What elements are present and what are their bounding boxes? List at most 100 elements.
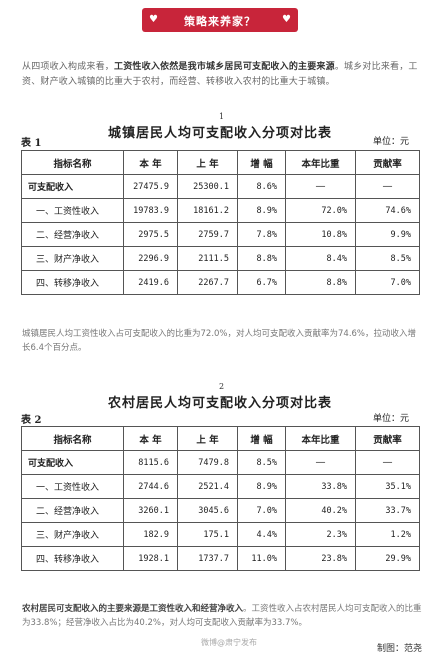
cell-contribution: 74.6% (355, 198, 420, 223)
cell-share: 33.8% (285, 474, 356, 499)
table-header-row: 指标名称 本 年 上 年 增 幅 本年比重 贡献率 (21, 150, 420, 175)
cell-share: 8.8% (285, 270, 356, 295)
intro-highlight: 工资性收入依然是我市城乡居民可支配收入的主要来源 (114, 62, 335, 72)
cell-growth: 8.9% (237, 474, 286, 499)
cell-contribution: 8.5% (355, 246, 420, 271)
cell-share: 23.8% (285, 546, 356, 571)
income-table-urban: 指标名称 本 年 上 年 增 幅 本年比重 贡献率 可支配收入 27475.9 … (21, 150, 420, 295)
cell-share: 72.0% (285, 198, 356, 223)
cell-growth: 8.8% (237, 246, 286, 271)
column-header: 本年比重 (285, 426, 356, 451)
chart-credit: 制图：范尧 (376, 644, 422, 654)
cell-contribution: 33.7% (355, 498, 420, 523)
cell-current: 3260.1 (123, 498, 178, 523)
column-header: 指标名称 (21, 150, 124, 175)
table-row: 二、经营净收入 2975.5 2759.7 7.8% 10.8% 9.9% (21, 222, 420, 247)
table-label: 表 1 (21, 138, 42, 149)
intro-text: 从四项收入构成来看， (22, 62, 115, 72)
intro-paragraph: 从四项收入构成来看，工资性收入依然是我市城乡居民可支配收入的主要来源。城乡对比来… (22, 60, 422, 90)
column-header: 增 幅 (237, 150, 286, 175)
heart-icon: ♥ (282, 14, 291, 25)
cell-contribution: 7.0% (355, 270, 420, 295)
table-unit: 单位：元 (372, 414, 409, 424)
cell-contribution: 35.1% (355, 474, 420, 499)
row-name: 二、经营净收入 (21, 498, 124, 523)
table-number: 2 (219, 382, 225, 391)
table-2-block: 2 农村居民人均可支配收入分项对比表 表 2 单位：元 指标名称 本 年 上 年… (21, 382, 420, 592)
cell-growth: 4.4% (237, 522, 286, 547)
cell-growth: 11.0% (237, 546, 286, 571)
column-header: 本年比重 (285, 150, 356, 175)
table-row: 可支配收入 8115.6 7479.8 8.5% — — (21, 450, 420, 475)
cell-growth: 8.6% (237, 174, 286, 199)
cell-previous: 7479.8 (177, 450, 238, 475)
cell-growth: 8.5% (237, 450, 286, 475)
table-title: 农村居民人均可支配收入分项对比表 (107, 396, 332, 411)
row-name: 四、转移净收入 (21, 270, 124, 295)
cell-previous: 2111.5 (177, 246, 238, 271)
heart-icon: ♥ (149, 14, 158, 25)
table-row: 二、经营净收入 3260.1 3045.6 7.0% 40.2% 33.7% (21, 498, 420, 523)
table-row: 四、转移净收入 2419.6 2267.7 6.7% 8.8% 7.0% (21, 270, 420, 295)
column-header: 贡献率 (355, 426, 420, 451)
column-header: 上 年 (177, 150, 238, 175)
row-name: 四、转移净收入 (21, 546, 124, 571)
table-2-note: 农村居民可支配收入的主要来源是工资性收入和经营净收入。工资性收入占农村居民人均可… (22, 602, 422, 630)
column-header: 指标名称 (21, 426, 124, 451)
table-row: 可支配收入 27475.9 25300.1 8.6% — — (21, 174, 420, 199)
cell-previous: 175.1 (177, 522, 238, 547)
table-header-row: 指标名称 本 年 上 年 增 幅 本年比重 贡献率 (21, 426, 420, 451)
row-name: 可支配收入 (21, 174, 124, 199)
banner-title: 策略来养家？ (184, 15, 256, 28)
row-name: 可支配收入 (21, 450, 124, 475)
row-name: 一、工资性收入 (21, 198, 124, 223)
table-title: 城镇居民人均可支配收入分项对比表 (107, 126, 332, 141)
cell-growth: 7.0% (237, 498, 286, 523)
cell-share: — (285, 450, 356, 475)
cell-contribution: — (355, 174, 420, 199)
cell-current: 1928.1 (123, 546, 178, 571)
cell-previous: 18161.2 (177, 198, 238, 223)
column-header: 本 年 (123, 150, 178, 175)
column-header: 本 年 (123, 426, 178, 451)
table-1-note: 城镇居民人均工资性收入占可支配收入的比重为72.0%，对人均可支配收入贡献率为7… (22, 329, 417, 353)
cell-contribution: — (355, 450, 420, 475)
table-number: 1 (219, 112, 225, 121)
cell-contribution: 1.2% (355, 522, 420, 547)
cell-current: 2419.6 (123, 270, 178, 295)
cell-previous: 2267.7 (177, 270, 238, 295)
cell-share: 8.4% (285, 246, 356, 271)
cell-current: 2975.5 (123, 222, 178, 247)
row-name: 三、财产净收入 (21, 522, 124, 547)
cell-current: 19783.9 (123, 198, 178, 223)
cell-share: 2.3% (285, 522, 356, 547)
intro-text: 。城乡对比来看，工资、财产收入城镇的比重大于农村，而经营、转移收入农村的比重大于… (22, 62, 418, 87)
cell-share: 40.2% (285, 498, 356, 523)
table-row: 四、转移净收入 1928.1 1737.7 11.0% 23.8% 29.9% (21, 546, 420, 571)
cell-current: 2296.9 (123, 246, 178, 271)
cell-growth: 7.8% (237, 222, 286, 247)
table-label: 表 2 (21, 415, 42, 426)
cell-growth: 8.9% (237, 198, 286, 223)
table-row: 一、工资性收入 19783.9 18161.2 8.9% 72.0% 74.6% (21, 198, 420, 223)
table-unit: 单位：元 (372, 137, 409, 147)
cell-share: 10.8% (285, 222, 356, 247)
cell-contribution: 9.9% (355, 222, 420, 247)
column-header: 上 年 (177, 426, 238, 451)
column-header: 增 幅 (237, 426, 286, 451)
note-highlight: 农村居民可支配收入的主要来源是工资性收入和经营净收入 (22, 604, 244, 614)
note-text: 。工资性收入占农村居民人均可支配收入的比重为33.8%；经营净收入占比为40.2… (22, 604, 422, 628)
row-name: 二、经营净收入 (21, 222, 124, 247)
cell-previous: 1737.7 (177, 546, 238, 571)
cell-previous: 2759.7 (177, 222, 238, 247)
income-table-rural: 指标名称 本 年 上 年 增 幅 本年比重 贡献率 可支配收入 8115.6 7… (21, 426, 420, 571)
table-row: 一、工资性收入 2744.6 2521.4 8.9% 33.8% 35.1% (21, 474, 420, 499)
table-row: 三、财产净收入 2296.9 2111.5 8.8% 8.4% 8.5% (21, 246, 420, 271)
cell-current: 2744.6 (123, 474, 178, 499)
row-name: 三、财产净收入 (21, 246, 124, 271)
cell-previous: 25300.1 (177, 174, 238, 199)
cell-current: 182.9 (123, 522, 178, 547)
cell-growth: 6.7% (237, 270, 286, 295)
cell-previous: 2521.4 (177, 474, 238, 499)
table-1-block: 1 城镇居民人均可支配收入分项对比表 表 1 单位：元 指标名称 本 年 上 年… (21, 112, 420, 312)
